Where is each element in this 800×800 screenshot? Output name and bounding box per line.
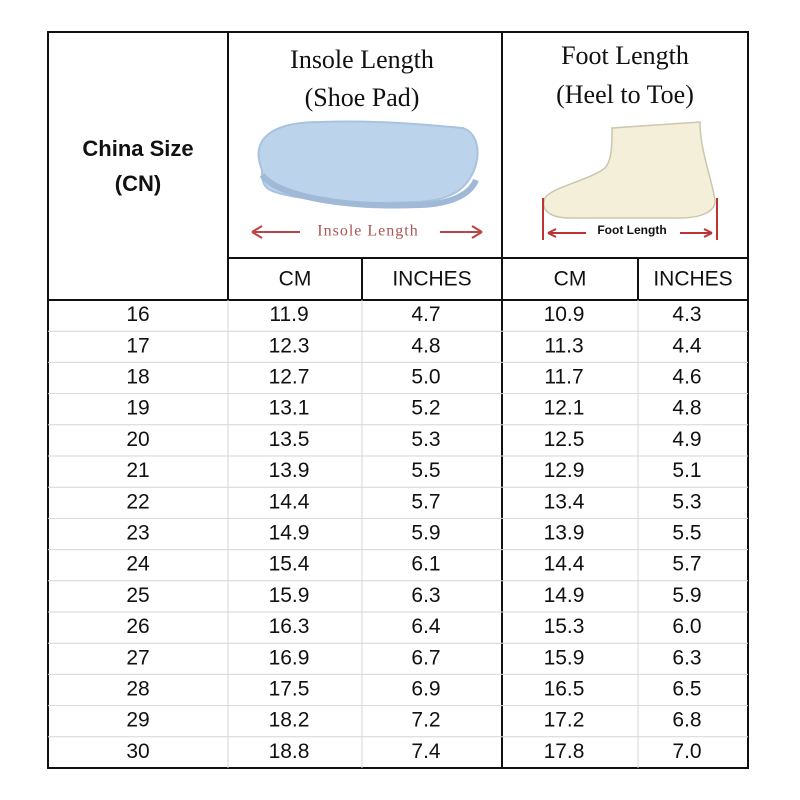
table-cell: 15.4 <box>269 553 310 576</box>
table-cell: 7.2 <box>411 709 440 732</box>
table-cell: 29 <box>126 709 149 732</box>
table-cell: 14.4 <box>544 553 585 576</box>
table-cell: 14.9 <box>269 522 310 545</box>
table-cell: 7.4 <box>411 740 441 763</box>
table-cell: 4.3 <box>672 303 701 326</box>
table-cell: 10.9 <box>544 303 585 326</box>
table-cell: 5.9 <box>672 584 701 607</box>
unit-header: CM <box>279 268 312 291</box>
table-cell: 6.4 <box>411 615 441 638</box>
table-cell: 11.3 <box>544 334 583 357</box>
table-cell: 4.9 <box>672 428 701 451</box>
table-cell: 15.9 <box>269 584 310 607</box>
table-lines <box>47 31 749 769</box>
table-cell: 6.3 <box>411 584 440 607</box>
table-cell: 13.4 <box>544 490 585 513</box>
table-cell: 5.9 <box>411 522 440 545</box>
insole-title: Insole Length <box>290 45 434 74</box>
table-cell: 12.3 <box>269 334 310 357</box>
table-cell: 17 <box>126 334 149 357</box>
table-cell: 12.5 <box>544 428 585 451</box>
table-cell: 16.9 <box>269 646 310 669</box>
foot-title: (Heel to Toe) <box>556 80 694 109</box>
table-cell: 16.5 <box>544 678 585 701</box>
unit-header: INCHES <box>653 268 732 291</box>
table-cell: 5.7 <box>411 490 440 513</box>
table-cell: 17.5 <box>269 678 310 701</box>
table-cell: 28 <box>126 678 149 701</box>
table-cell: 14.9 <box>544 584 585 607</box>
table-cell: 15.9 <box>544 646 585 669</box>
foot-title: Foot Length <box>561 41 689 70</box>
table-cell: 4.8 <box>411 334 440 357</box>
table-cell: 27 <box>126 646 149 669</box>
table-cell: 6.1 <box>411 553 440 576</box>
table-cell: 30 <box>126 740 149 763</box>
table-cell: 6.7 <box>411 646 440 669</box>
table-cell: 16 <box>126 303 149 326</box>
table-cell: 18.8 <box>269 740 310 763</box>
table-cell: 17.2 <box>544 709 585 732</box>
table-cell: 6.9 <box>411 678 440 701</box>
table-cell: 4.7 <box>411 303 440 326</box>
table-cell: 13.9 <box>269 459 310 482</box>
table-cell: 15.3 <box>544 615 585 638</box>
table-cell: 13.9 <box>544 522 585 545</box>
unit-header: CM <box>554 268 587 291</box>
insole-image: Insole Length <box>251 120 483 240</box>
table-cell: 25 <box>126 584 149 607</box>
unit-header: INCHES <box>392 268 471 291</box>
table-cell: 19 <box>126 397 149 420</box>
table-cell: 11.9 <box>269 303 308 326</box>
foot-caption: Foot Length <box>597 223 666 237</box>
table-cell: 5.1 <box>672 459 701 482</box>
table-cell: 24 <box>126 553 150 576</box>
foot-image: Foot Length <box>542 121 718 240</box>
table-cell: 13.1 <box>269 397 310 420</box>
table-cell: 5.0 <box>411 366 440 389</box>
size-label: (CN) <box>115 171 161 196</box>
table-cell: 6.3 <box>672 646 701 669</box>
table-cell: 11.7 <box>544 366 583 389</box>
table-cell: 5.7 <box>672 553 701 576</box>
table-cell: 4.6 <box>672 366 701 389</box>
insole-caption: Insole Length <box>317 223 418 240</box>
table-cell: 22 <box>126 490 149 513</box>
table-cell: 4.4 <box>672 334 702 357</box>
table-cell: 12.9 <box>544 459 585 482</box>
table-cell: 5.3 <box>672 490 701 513</box>
table-cell: 4.8 <box>672 397 701 420</box>
table-cell: 12.1 <box>544 397 585 420</box>
size-label: China Size <box>82 136 193 161</box>
table-cell: 18.2 <box>269 709 310 732</box>
table-cell: 26 <box>126 615 149 638</box>
insole-title: (Shoe Pad) <box>305 83 420 112</box>
table-cell: 18 <box>126 366 149 389</box>
table-cell: 5.2 <box>411 397 440 420</box>
table-cell: 6.0 <box>672 615 701 638</box>
table-cell: 16.3 <box>269 615 310 638</box>
table-cell: 5.3 <box>411 428 440 451</box>
table-cell: 23 <box>126 522 149 545</box>
table-cell: 6.5 <box>672 678 701 701</box>
table-cell: 14.4 <box>269 490 310 513</box>
table-cell: 12.7 <box>269 366 310 389</box>
table-cell: 5.5 <box>672 522 701 545</box>
table-cell: 6.8 <box>672 709 701 732</box>
table-cell: 7.0 <box>672 740 701 763</box>
table-cell: 13.5 <box>269 428 310 451</box>
table-cell: 17.8 <box>544 740 585 763</box>
table-cell: 21 <box>126 459 149 482</box>
table-cell: 20 <box>126 428 149 451</box>
table-cell: 5.5 <box>411 459 440 482</box>
